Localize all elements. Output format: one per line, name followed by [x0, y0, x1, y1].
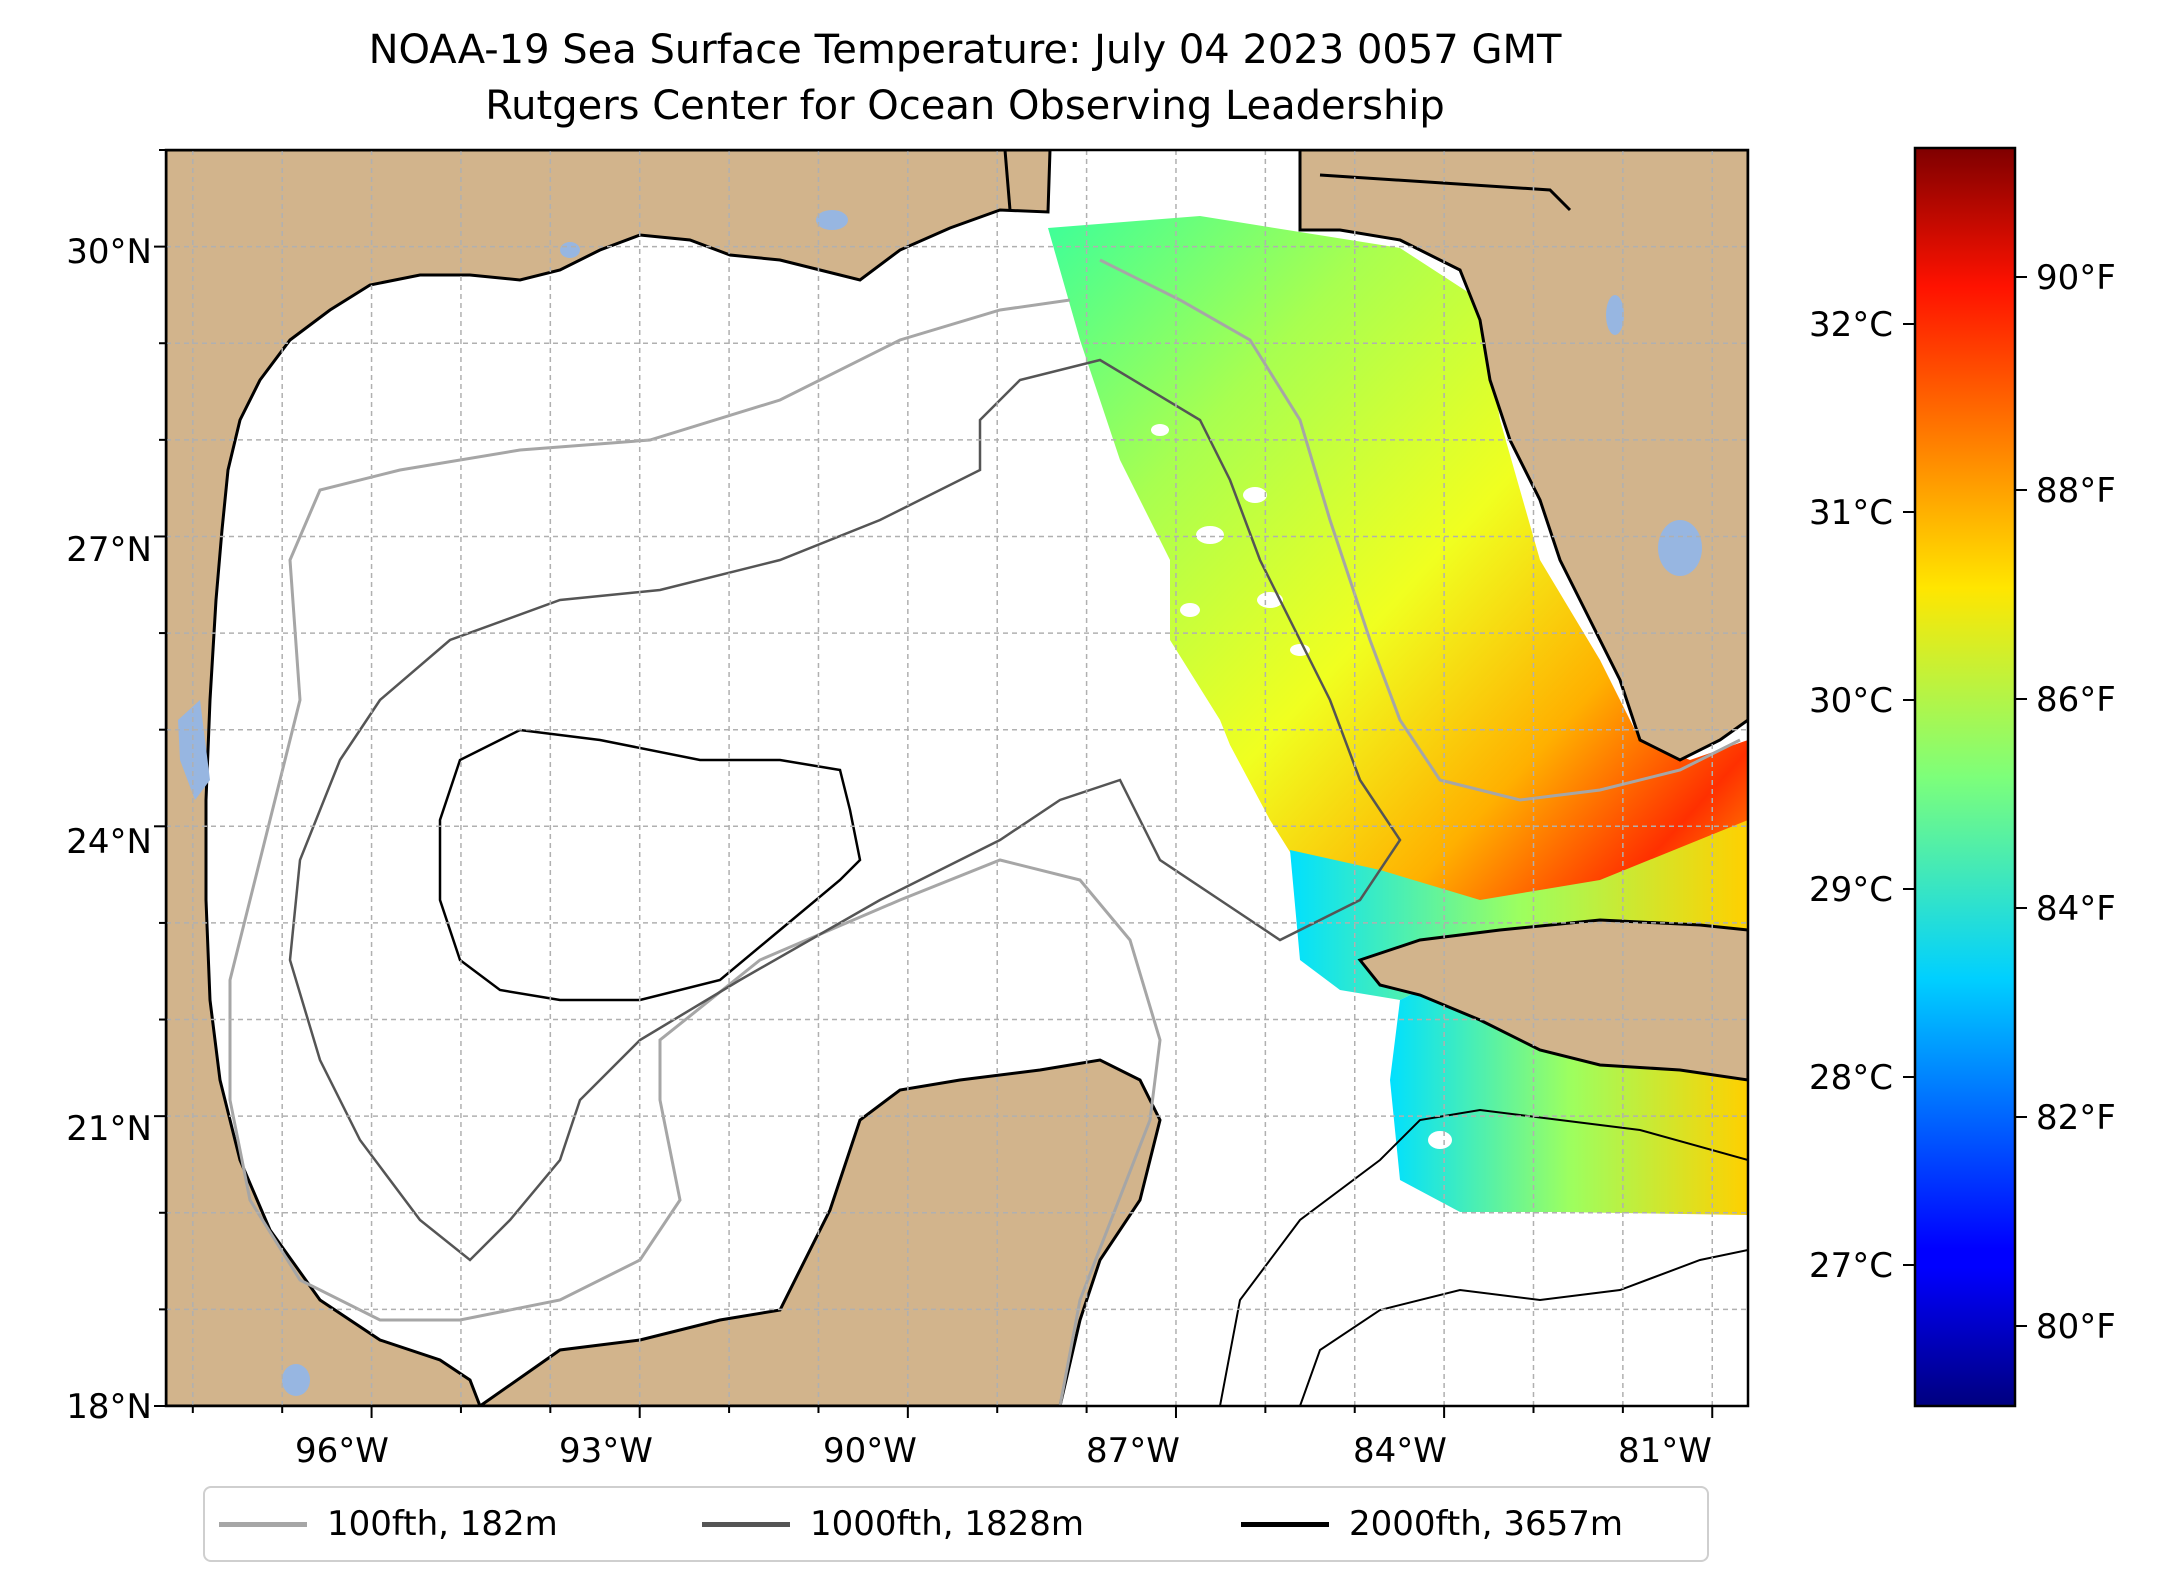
contour-2000fth-south: [1299, 1249, 1748, 1406]
lat-tick-labels: 30°N 27°N 24°N 21°N 18°N: [66, 232, 152, 1427]
lon-tick-labels: 96°W 93°W 90°W 87°W 84°W 81°W: [295, 1431, 1712, 1471]
legend-label-2000fth: 2000fth, 3657m: [1349, 1504, 1624, 1544]
lon-tick-96w: 96°W: [295, 1431, 389, 1471]
fahrenheit-tick-80: 80°F: [2036, 1307, 2116, 1347]
celsius-tick-32: 32°C: [1809, 305, 1893, 345]
contour-2000fth-east: [1219, 1108, 1748, 1406]
lat-tick-21n: 21°N: [66, 1109, 152, 1149]
fahrenheit-tick-90: 90°F: [2036, 258, 2116, 298]
lat-tick-30n: 30°N: [66, 232, 152, 272]
legend-swatch-1000fth: [702, 1521, 790, 1527]
fahrenheit-tick-88: 88°F: [2036, 471, 2116, 511]
land-us-gulf-coast: [166, 150, 1052, 1406]
lon-tick-84w: 84°W: [1353, 1431, 1447, 1471]
graticule: [166, 150, 1748, 1406]
map-frame: [164, 148, 1750, 1408]
state-boundary: [1319, 173, 1572, 212]
land-cuba: [1357, 918, 1748, 1082]
land-florida-peninsula: [1298, 150, 1748, 762]
lon-tick-90w: 90°W: [823, 1431, 917, 1471]
celsius-tick-30: 30°C: [1809, 681, 1893, 721]
celsius-tick-28: 28°C: [1809, 1058, 1893, 1098]
lon-tick-87w: 87°W: [1086, 1431, 1180, 1471]
legend-item-1000fth: 1000fth, 1828m: [702, 1488, 1084, 1560]
land-yucatan: [477, 1058, 1162, 1406]
legend-label-1000fth: 1000fth, 1828m: [810, 1504, 1085, 1544]
contour-2000fth: [438, 728, 862, 1002]
contour-1000fth: [288, 358, 1402, 1262]
celsius-tick-31: 31°C: [1809, 493, 1893, 533]
sst-swath-caribbean: [1390, 970, 1748, 1215]
cloud-gaps: [1151, 424, 1452, 1149]
lat-tick-27n: 27°N: [66, 530, 152, 570]
fahrenheit-tick-84: 84°F: [2036, 889, 2116, 929]
map-subtitle: Rutgers Center for Ocean Observing Leade…: [485, 83, 1445, 129]
land-masses: [166, 150, 1748, 1406]
map-axis-ticks: [154, 149, 1714, 1418]
legend-label-100fth: 100fth, 182m: [327, 1504, 558, 1544]
contour-100fth-florida: [1099, 258, 1741, 802]
colorbar: [1913, 146, 2017, 1408]
fahrenheit-tick-86: 86°F: [2036, 680, 2116, 720]
map-title: NOAA-19 Sea Surface Temperature: July 04…: [368, 27, 1562, 73]
legend-item-100fth: 100fth, 182m: [219, 1488, 558, 1560]
sst-swath-east-gulf: [1048, 216, 1748, 980]
contour-legend: 100fth, 182m 1000fth, 1828m 2000fth, 365…: [203, 1486, 1709, 1562]
legend-item-2000fth: 2000fth, 3657m: [1241, 1488, 1623, 1560]
lon-tick-81w: 81°W: [1618, 1431, 1712, 1471]
lat-tick-24n: 24°N: [66, 822, 152, 862]
colorbar-ticks: [1903, 276, 2027, 1327]
fahrenheit-tick-82: 82°F: [2036, 1098, 2116, 1138]
state-boundary-west: [1003, 150, 1012, 211]
celsius-tick-29: 29°C: [1809, 870, 1893, 910]
lon-tick-93w: 93°W: [559, 1431, 653, 1471]
colorbar-fahrenheit-labels: 90°F 88°F 86°F 84°F 82°F 80°F: [2036, 258, 2116, 1347]
contour-100fth: [228, 298, 1162, 1406]
legend-swatch-100fth: [219, 1521, 307, 1527]
colorbar-celsius-labels: 32°C 31°C 30°C 29°C 28°C 27°C: [1809, 305, 1893, 1286]
celsius-tick-27: 27°C: [1809, 1246, 1893, 1286]
lat-tick-18n: 18°N: [66, 1387, 152, 1427]
legend-swatch-2000fth: [1241, 1521, 1329, 1527]
